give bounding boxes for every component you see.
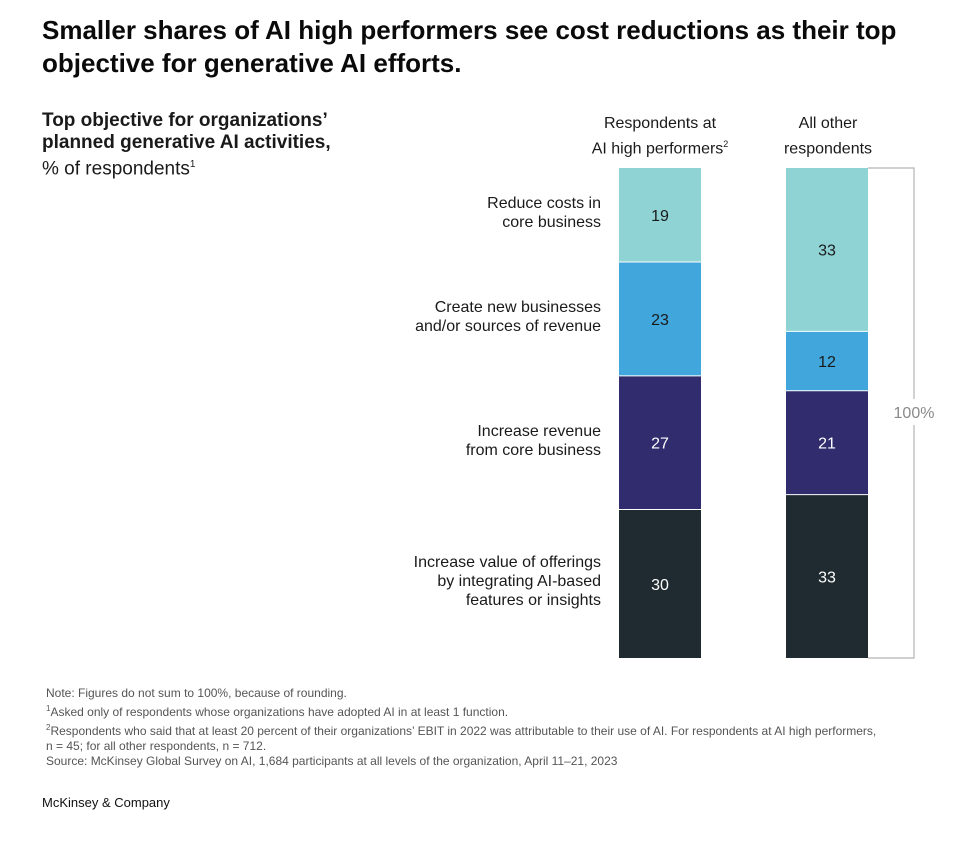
subtitle-footnote-mark: 1 xyxy=(189,159,196,170)
footnotes: Note: Figures do not sum to 100%, becaus… xyxy=(42,686,942,769)
bracket-label-background xyxy=(892,399,936,425)
category-label-new-businesses: Create new businesses and/or sources of … xyxy=(415,298,601,335)
column-header-all-other: All other respondents xyxy=(748,114,908,159)
bar-value-label: 27 xyxy=(651,436,669,453)
chart-title: Smaller shares of AI high performers see… xyxy=(42,15,897,78)
footnote-2-mark: 2 xyxy=(46,723,51,732)
bar-segment-s1-c2 xyxy=(786,390,868,495)
bar-value-label: 30 xyxy=(651,577,669,594)
bar-segment-s0-c2 xyxy=(619,375,701,510)
bar-value-label: 21 xyxy=(818,436,836,453)
bracket-label: 100% xyxy=(894,405,935,422)
brand-logo-text: McKinsey & Company xyxy=(42,795,170,810)
category-label-increase-value: Increase value of offerings by integrati… xyxy=(413,554,601,610)
footnote-1-mark: 1 xyxy=(46,704,51,713)
subtitle-bold: Top objective for organizations’ planned… xyxy=(42,110,331,153)
footnote-2: 2Respondents who said that at least 20 p… xyxy=(42,720,942,754)
bar-value-label: 12 xyxy=(818,354,836,371)
bar-value-label: 19 xyxy=(651,208,669,225)
chart-subtitle: Top objective for organizations’ planned… xyxy=(42,110,362,180)
bar-segment-s1-c0 xyxy=(786,168,868,332)
footnote-note: Note: Figures do not sum to 100%, becaus… xyxy=(46,686,347,700)
subtitle-unit: % of respondents xyxy=(42,158,190,180)
bar-segment-s1-c3 xyxy=(786,494,868,658)
bar-value-label: 23 xyxy=(651,312,669,329)
bar-segment-s1-c1 xyxy=(786,331,868,391)
footnote-2-text: Respondents who said that at least 20 pe… xyxy=(46,724,877,753)
category-label-reduce-costs: Reduce costs in core business xyxy=(487,195,601,232)
footnote-source: Source: McKinsey Global Survey on AI, 1,… xyxy=(46,754,618,768)
bar-segment-s0-c1 xyxy=(619,262,701,376)
bar-segment-s0-c0 xyxy=(619,168,701,263)
column-header-label: All other respondents xyxy=(783,115,873,158)
bar-value-label: 33 xyxy=(818,243,836,260)
bar-segment-s0-c3 xyxy=(619,509,701,658)
column-header-high-performers: Respondents at AI high performers2 xyxy=(570,114,750,159)
column-header-label: Respondents at AI high performers xyxy=(591,115,724,158)
footnote-1: 1Asked only of respondents whose organiz… xyxy=(42,701,942,720)
category-label-increase-revenue: Increase revenue from core business xyxy=(465,422,601,459)
footnote-1-text: Asked only of respondents whose organiza… xyxy=(50,705,509,719)
bar-value-label: 33 xyxy=(818,569,836,586)
column-header-footnote-mark: 2 xyxy=(723,139,729,149)
